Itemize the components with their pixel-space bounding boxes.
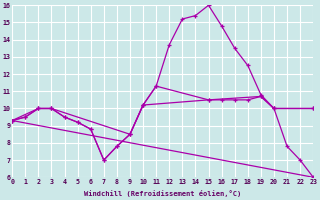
X-axis label: Windchill (Refroidissement éolien,°C): Windchill (Refroidissement éolien,°C) — [84, 190, 241, 197]
